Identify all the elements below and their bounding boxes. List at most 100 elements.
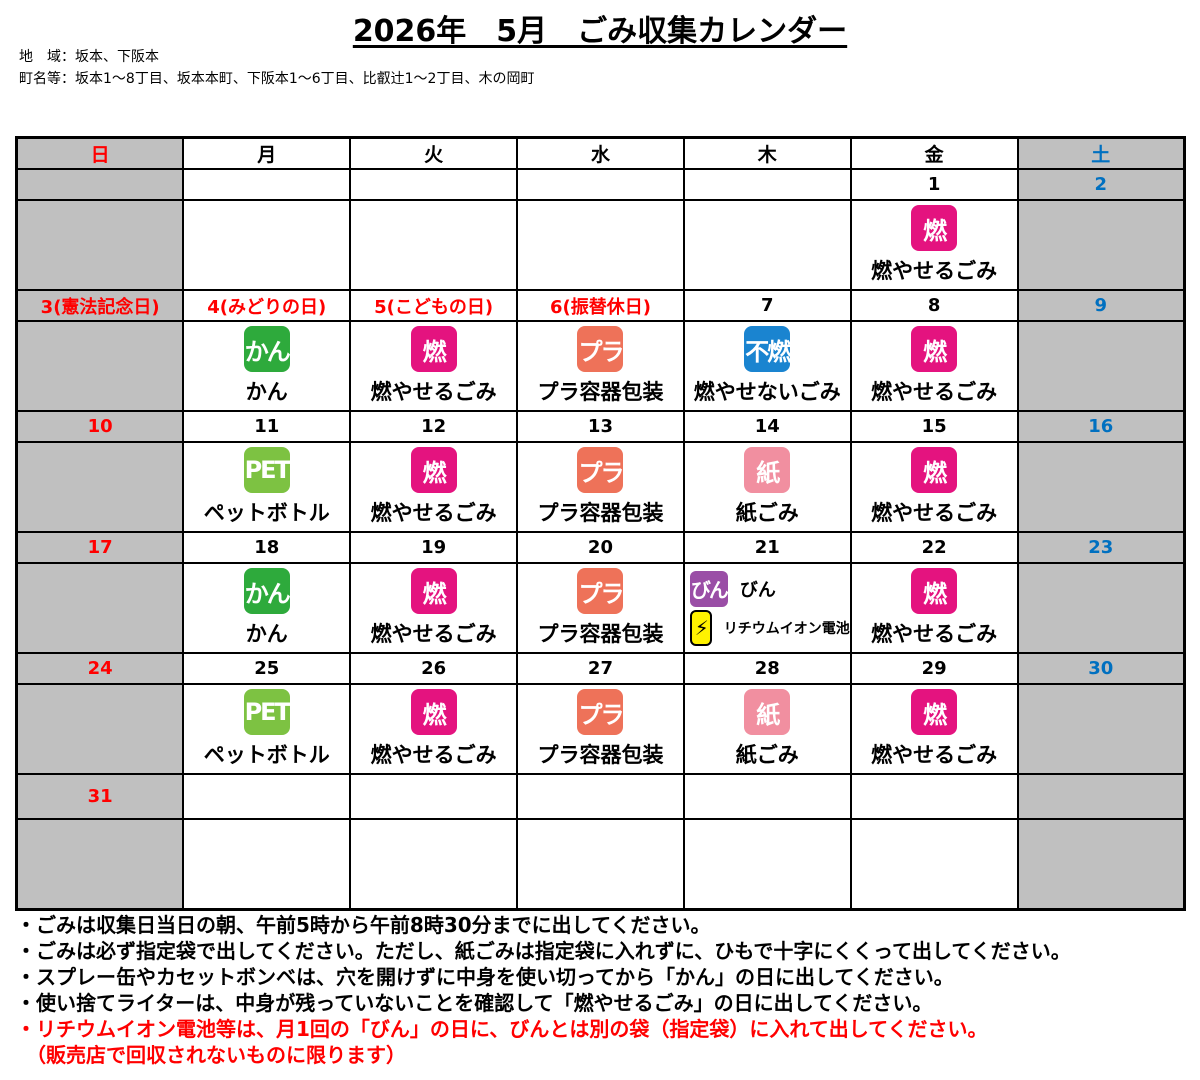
day-cell bbox=[682, 199, 852, 291]
collection-item: かん かん bbox=[184, 568, 349, 648]
day-cell: びん びん ⚡ リチウムイオン電池 bbox=[682, 562, 852, 654]
can-icon: かん bbox=[243, 568, 291, 614]
collection-item: 燃燃やせるごみ bbox=[852, 326, 1017, 406]
date-row: 3(憲法記念日) 4(みどりの日) 5(こどもの日) 6(振替休日) 7 8 9 bbox=[15, 289, 1186, 322]
date-cell: 4(みどりの日) bbox=[182, 289, 352, 322]
collection-label: 燃やせるごみ bbox=[370, 743, 497, 767]
collection-label: 燃やせるごみ bbox=[871, 622, 998, 646]
burnable-icon: 燃 bbox=[911, 205, 958, 251]
collection-label: 燃やせるごみ bbox=[370, 380, 497, 404]
date-row: 17 18 19 20 21 22 23 bbox=[15, 531, 1186, 564]
date-cell: 18 bbox=[182, 531, 352, 564]
collection-item: 燃燃やせるごみ bbox=[852, 689, 1017, 769]
collection-label: ペットボトル bbox=[203, 743, 330, 767]
note-line: （販売店で回収されないものに限ります） bbox=[16, 1043, 406, 1067]
day-cell: 紙紙ごみ bbox=[682, 683, 852, 775]
collection-label: プラ容器包装 bbox=[537, 380, 664, 404]
calendar-table: 日月火水木金土 1 2 燃燃やせるごみ 3(憲法記念日) 4(みどりの日) 5(こどもの日… bbox=[15, 136, 1186, 911]
day-cell: プラ プラ容器包装 bbox=[516, 320, 685, 412]
date-cell bbox=[182, 168, 352, 201]
towns-line: 町名等：坂本1～8丁目、坂本本町、下阪本1～6丁目、比叡辻1～2丁目、木の岡町 bbox=[19, 71, 535, 87]
note-line: ・ごみは収集日当日の朝、午前5時から午前8時30分までに出してください。 bbox=[16, 913, 711, 937]
collection-item: 燃燃やせるごみ bbox=[351, 447, 516, 527]
content-row: かん かん燃燃やせるごみ プラ プラ容器包装 びん びん ⚡ リチウムイオン電池燃燃やせるごみ bbox=[15, 562, 1186, 654]
collection-item: 燃燃やせるごみ bbox=[852, 205, 1017, 285]
date-cell: 25 bbox=[182, 652, 352, 685]
can-icon: かん bbox=[243, 326, 291, 372]
note-line: ・ごみは必ず指定袋で出してください。ただし、紙ごみは指定袋に入れずに、ひもで十字… bbox=[16, 939, 1071, 963]
pet-bottle-icon: PET bbox=[243, 447, 291, 493]
collection-item: プラ プラ容器包装 bbox=[518, 689, 683, 769]
collection-label: 紙ごみ bbox=[735, 743, 799, 767]
content-row: 燃燃やせるごみ bbox=[15, 199, 1186, 291]
date-cell: 28 bbox=[682, 652, 852, 685]
pet-bottle-icon: PET bbox=[243, 689, 291, 735]
note-line: ・使い捨てライターは、中身が残っていないことを確認して「燃やせるごみ」の日に出し… bbox=[16, 991, 933, 1015]
day-cell bbox=[1016, 818, 1186, 911]
weekday-0: 日 bbox=[15, 136, 185, 170]
date-row: 31 bbox=[15, 773, 1186, 820]
collection-item: 燃燃やせるごみ bbox=[351, 689, 516, 769]
day-cell bbox=[682, 818, 852, 911]
date-cell: 19 bbox=[349, 531, 519, 564]
day-cell: 不燃 燃やせないごみ bbox=[682, 320, 852, 412]
day-cell bbox=[15, 683, 185, 775]
day-cell: 燃燃やせるごみ bbox=[349, 683, 519, 775]
collection-label: 燃やせるごみ bbox=[370, 622, 497, 646]
collection-label: びん bbox=[739, 579, 776, 601]
date-cell: 3(憲法記念日) bbox=[15, 289, 185, 322]
battery-icon: ⚡ bbox=[689, 609, 712, 646]
date-cell: 20 bbox=[516, 531, 685, 564]
date-cell: 9 bbox=[1016, 289, 1186, 322]
date-cell bbox=[516, 168, 685, 201]
plastic-icon: プラ bbox=[577, 326, 624, 372]
date-cell: 8 bbox=[849, 289, 1019, 322]
day-cell bbox=[15, 818, 185, 911]
day-cell bbox=[849, 818, 1019, 911]
date-cell bbox=[1016, 773, 1186, 820]
date-cell bbox=[682, 773, 852, 820]
plastic-icon: プラ bbox=[577, 568, 624, 614]
notes: ・ごみは収集日当日の朝、午前5時から午前8時30分までに出してください。 ・ごみは… bbox=[16, 912, 1071, 1068]
date-cell: 29 bbox=[849, 652, 1019, 685]
day-cell bbox=[1016, 441, 1186, 533]
day-cell bbox=[182, 818, 352, 911]
collection-label: プラ容器包装 bbox=[537, 622, 664, 646]
day-cell: かん かん bbox=[182, 562, 352, 654]
burnable-icon: 燃 bbox=[911, 689, 958, 735]
content-row: PET ペットボトル燃燃やせるごみ プラ プラ容器包装紙紙ごみ燃燃やせるごみ bbox=[15, 683, 1186, 775]
collection-label: 燃やせるごみ bbox=[871, 743, 998, 767]
collection-label: かん bbox=[245, 622, 288, 646]
paper-icon: 紙 bbox=[744, 689, 791, 735]
burnable-icon: 燃 bbox=[410, 326, 457, 372]
burnable-icon: 燃 bbox=[410, 568, 457, 614]
date-cell: 7 bbox=[682, 289, 852, 322]
paper-icon: 紙 bbox=[744, 447, 791, 493]
date-cell: 24 bbox=[15, 652, 185, 685]
collection-label: 燃やせるごみ bbox=[370, 501, 497, 525]
date-cell: 31 bbox=[15, 773, 185, 820]
collection-item: ⚡ リチウムイオン電池 bbox=[689, 609, 850, 646]
day-cell: 紙紙ごみ bbox=[682, 441, 852, 533]
day-cell: プラ プラ容器包装 bbox=[516, 441, 685, 533]
non-burnable-icon: 不燃 bbox=[744, 326, 791, 372]
day-cell: プラ プラ容器包装 bbox=[516, 562, 685, 654]
day-cell: 燃燃やせるごみ bbox=[849, 441, 1019, 533]
weekday-6: 土 bbox=[1016, 136, 1186, 170]
date-cell: 1 bbox=[849, 168, 1019, 201]
day-cell bbox=[15, 199, 185, 291]
date-cell bbox=[349, 773, 519, 820]
date-cell: 14 bbox=[682, 410, 852, 443]
date-cell bbox=[516, 773, 685, 820]
collection-item: プラ プラ容器包装 bbox=[518, 568, 683, 648]
plastic-icon: プラ bbox=[577, 447, 624, 493]
day-cell: プラ プラ容器包装 bbox=[516, 683, 685, 775]
burnable-icon: 燃 bbox=[410, 447, 457, 493]
content-row: かん かん燃燃やせるごみ プラ プラ容器包装 不燃 燃やせないごみ燃燃やせるごみ bbox=[15, 320, 1186, 412]
date-cell: 5(こどもの日) bbox=[349, 289, 519, 322]
date-cell bbox=[682, 168, 852, 201]
date-cell bbox=[849, 773, 1019, 820]
plastic-icon: プラ bbox=[577, 689, 624, 735]
day-cell bbox=[516, 199, 685, 291]
weekday-2: 火 bbox=[349, 136, 519, 170]
